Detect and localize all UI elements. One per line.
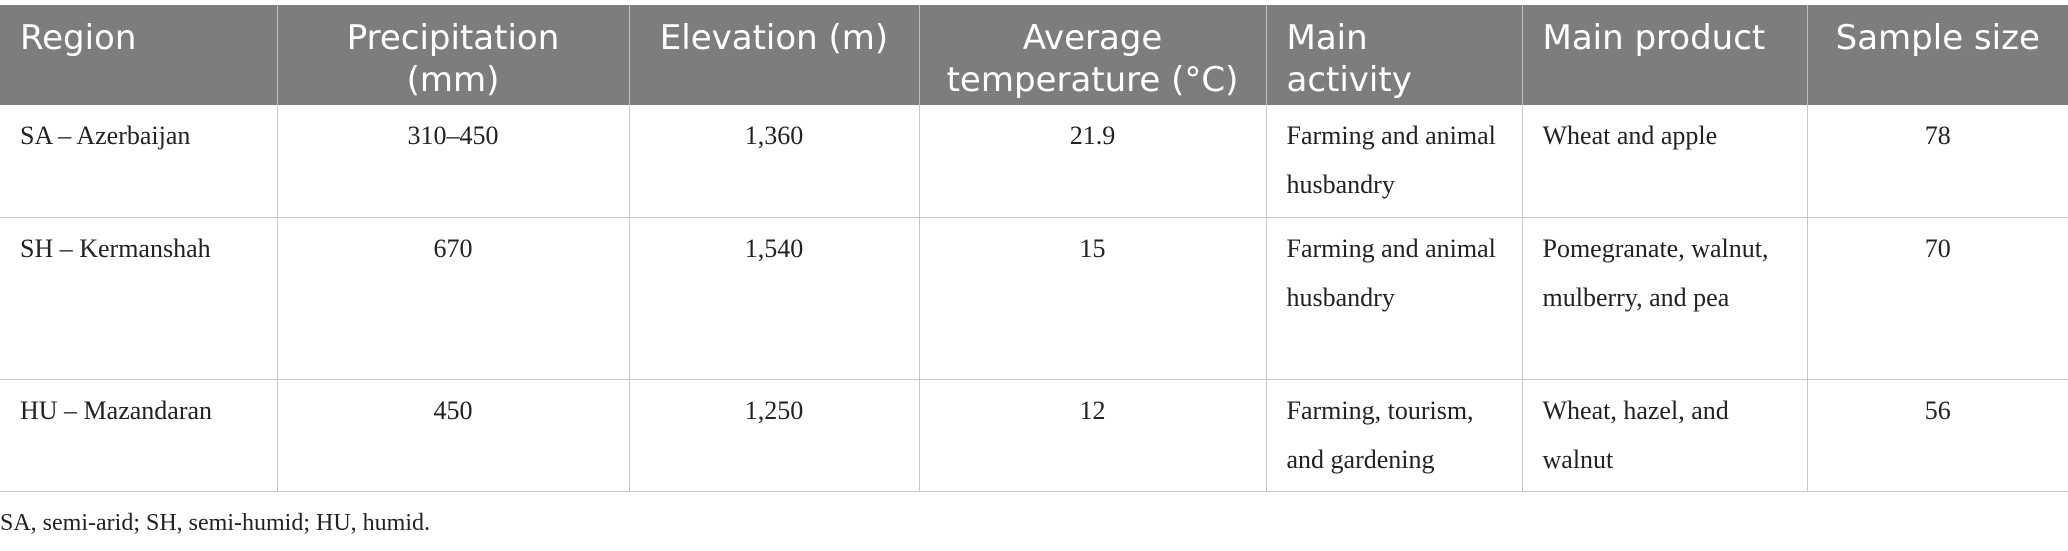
header-elevation: Elevation (m)	[629, 5, 920, 105]
cell-temperature: 12	[919, 379, 1267, 492]
cell-main-product: Wheat and apple	[1522, 105, 1808, 218]
table-body: SA – Azerbaijan 310–450 1,360 21.9 Farmi…	[0, 105, 2068, 492]
cell-region: SH – Kermanshah	[0, 217, 278, 380]
cell-temperature: 21.9	[919, 105, 1267, 218]
table-footnote: SA, semi-arid; SH, semi-humid; HU, humid…	[0, 510, 430, 536]
header-region: Region	[0, 5, 278, 105]
cell-sample-size: 56	[1807, 379, 2068, 492]
cell-precipitation: 450	[277, 379, 630, 492]
cell-sample-size: 78	[1807, 105, 2068, 218]
header-main-product: Main product	[1522, 5, 1808, 105]
cell-precipitation: 670	[277, 217, 630, 380]
header-average-temperature: Average temperature (°C)	[919, 5, 1267, 105]
cell-region: HU – Mazandaran	[0, 379, 278, 492]
table-row: HU – Mazandaran 450 1,250 12 Farming, to…	[0, 379, 2068, 492]
cell-main-activity: Farming, tourism, and gardening	[1266, 379, 1523, 492]
header-main-activity: Main activity	[1266, 5, 1523, 105]
cell-region: SA – Azerbaijan	[0, 105, 278, 218]
table-header: Region Precipitation (mm) Elevation (m) …	[0, 5, 2068, 105]
cell-main-activity: Farming and animal husbandry	[1266, 217, 1523, 380]
header-precipitation: Precipitation (mm)	[277, 5, 630, 105]
cell-elevation: 1,250	[629, 379, 920, 492]
region-table-container: Region Precipitation (mm) Elevation (m) …	[0, 5, 2068, 492]
cell-elevation: 1,360	[629, 105, 920, 218]
table-row: SH – Kermanshah 670 1,540 15 Farming and…	[0, 217, 2068, 380]
cell-sample-size: 70	[1807, 217, 2068, 380]
cell-main-product: Wheat, hazel, and walnut	[1522, 379, 1808, 492]
header-row: Region Precipitation (mm) Elevation (m) …	[0, 5, 2068, 105]
cell-main-activity: Farming and animal husbandry	[1266, 105, 1523, 218]
region-table: Region Precipitation (mm) Elevation (m) …	[0, 5, 2068, 492]
cell-precipitation: 310–450	[277, 105, 630, 218]
cell-elevation: 1,540	[629, 217, 920, 380]
header-sample-size: Sample size	[1807, 5, 2068, 105]
cell-main-product: Pomegranate, walnut, mulberry, and pea	[1522, 217, 1808, 380]
table-row: SA – Azerbaijan 310–450 1,360 21.9 Farmi…	[0, 105, 2068, 218]
cell-temperature: 15	[919, 217, 1267, 380]
